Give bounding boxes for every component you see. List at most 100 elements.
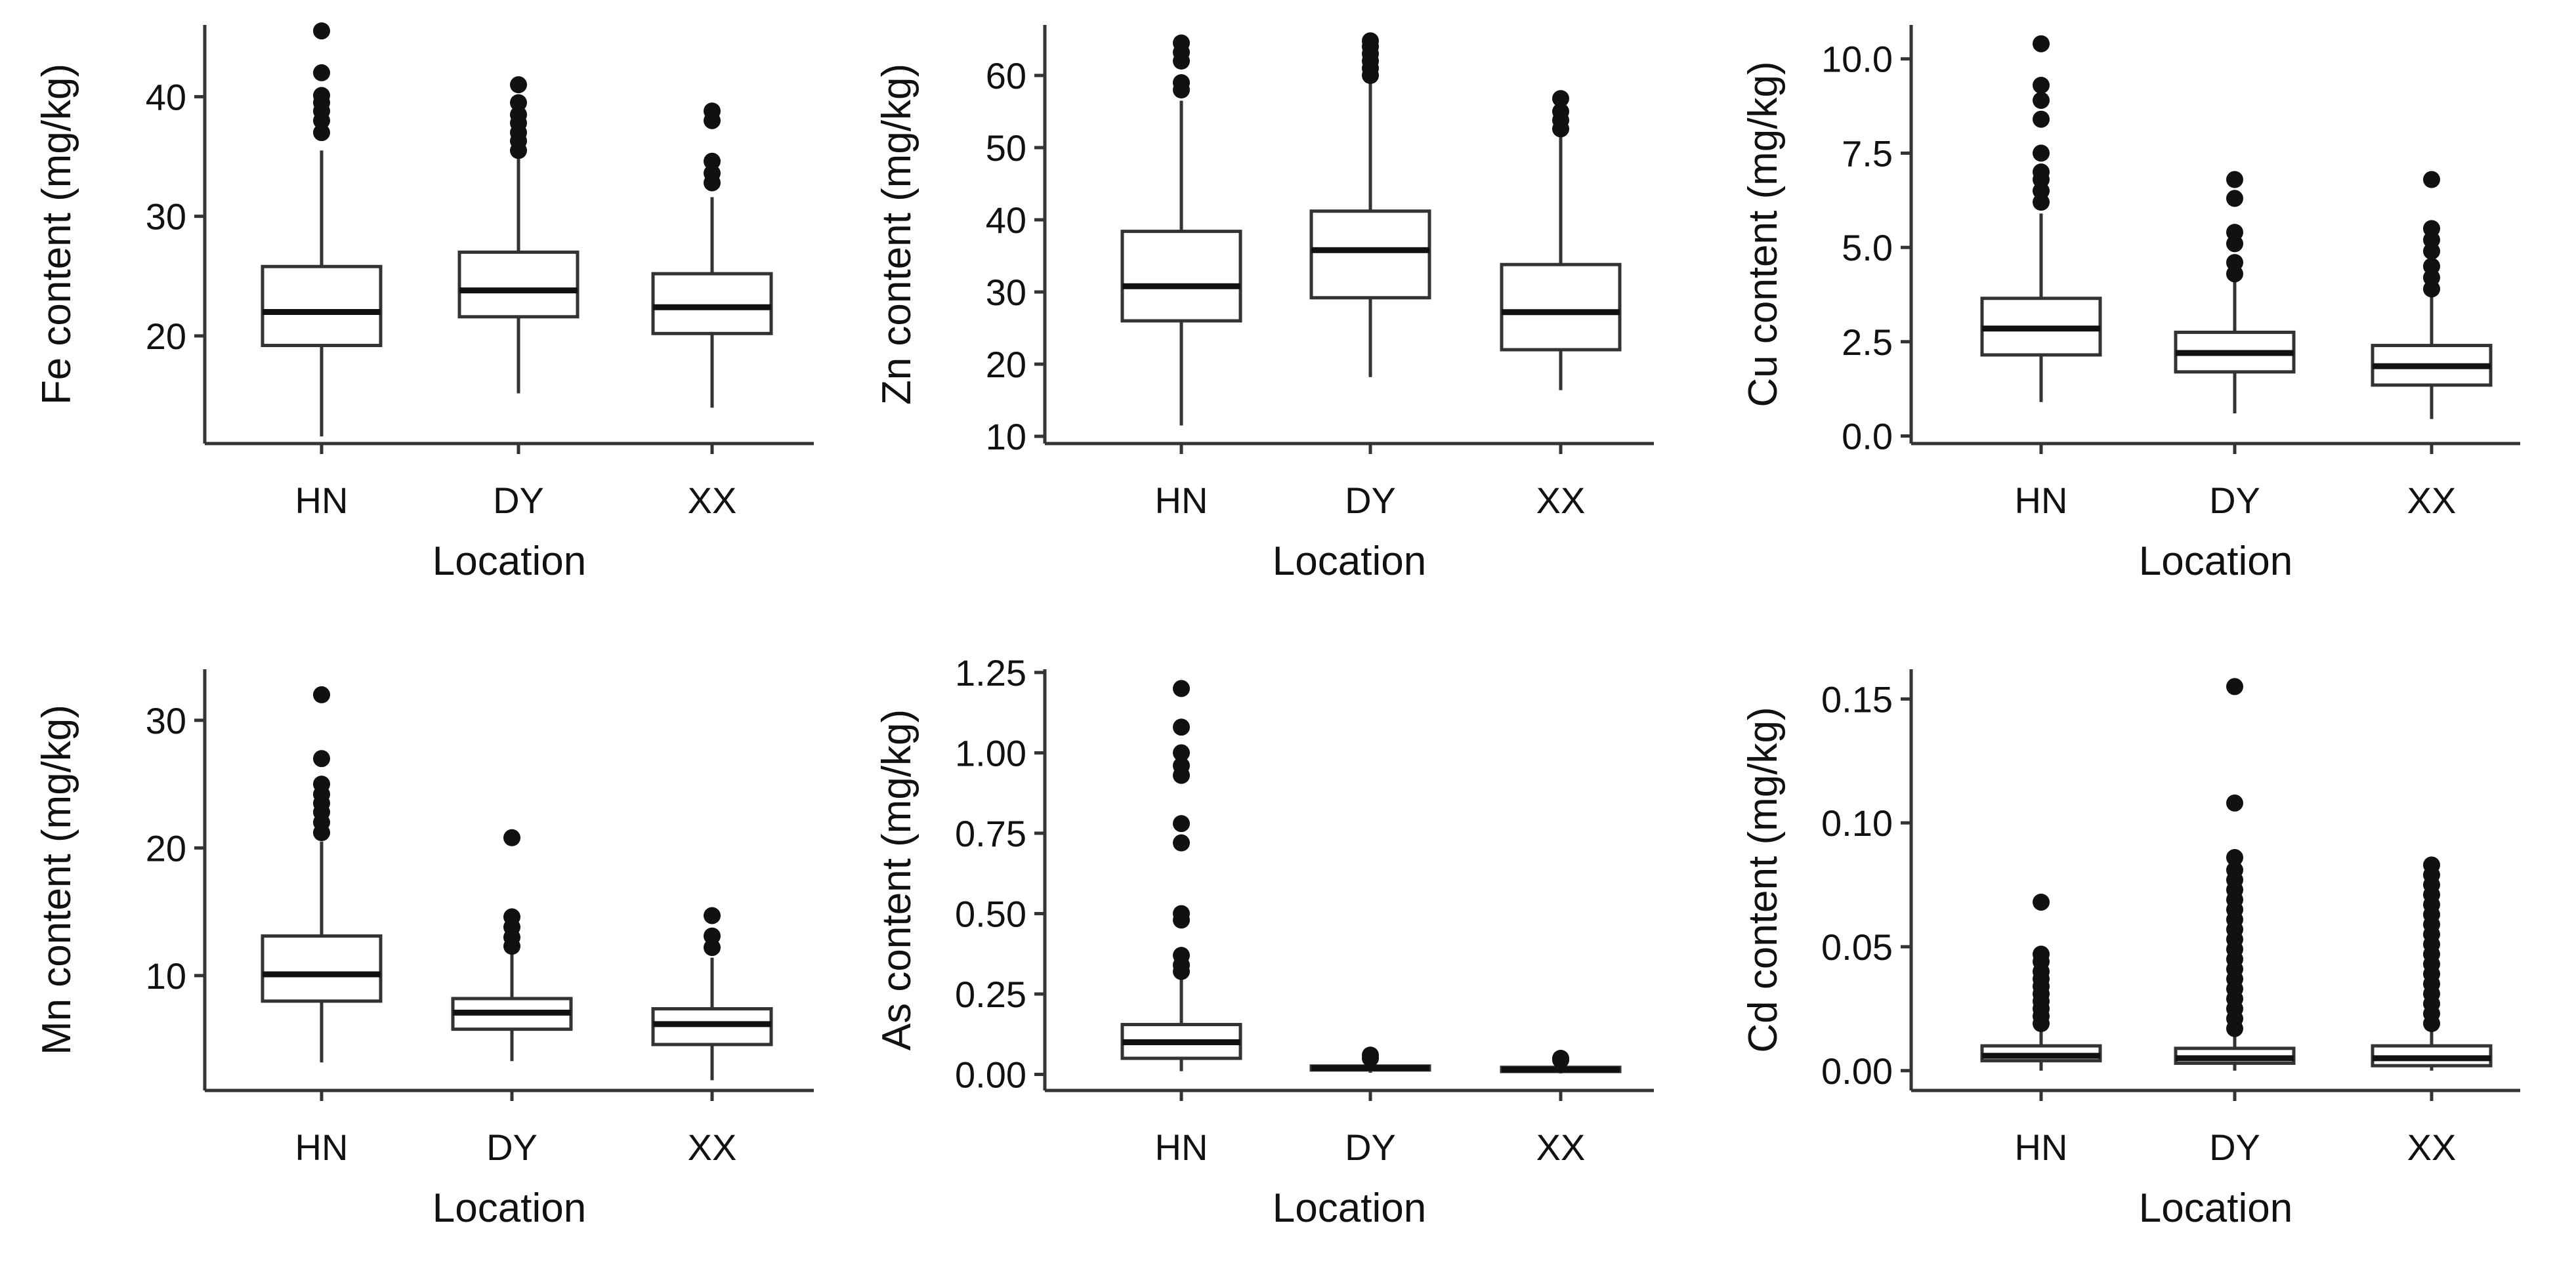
outlier-point: [2033, 110, 2050, 128]
y-axis-title: As content (mg/kg): [874, 709, 919, 1050]
outlier-point: [510, 94, 527, 112]
outlier-point: [1362, 32, 1379, 50]
outlier-point: [2226, 224, 2243, 241]
x-tick-label: DY: [2209, 480, 2260, 521]
y-tick-label: 0.25: [955, 974, 1026, 1015]
outlier-point: [1173, 74, 1190, 91]
outlier-point: [313, 87, 330, 104]
y-tick-label: 0.75: [955, 813, 1026, 854]
x-tick-label: DY: [1345, 480, 1396, 521]
box-dy: [2174, 171, 2296, 414]
y-tick-label: 7.5: [1842, 133, 1893, 174]
outlier-point: [503, 908, 520, 926]
outlier-point: [313, 22, 330, 40]
x-tick-label: HN: [1155, 480, 1208, 521]
outlier-point: [704, 165, 721, 182]
outlier-point: [2033, 893, 2050, 911]
y-tick-label: 0.50: [955, 893, 1026, 934]
iqr-box: [261, 264, 383, 348]
y-axis-title: Fe content (mg/kg): [34, 64, 79, 405]
box-xx: [651, 102, 773, 408]
y-tick-label: 1.25: [955, 652, 1026, 694]
outlier-point: [2226, 171, 2243, 188]
outlier-point: [313, 686, 330, 703]
chart-panel: 0.00 0.05 0.10 0.15 HN DY XX Location Cd content…: [1741, 669, 2520, 1231]
y-tick-label: 10: [146, 955, 186, 997]
outlier-point: [704, 907, 721, 924]
x-axis-title: Location: [433, 1186, 586, 1231]
outlier-point: [2033, 35, 2050, 52]
outlier-point: [313, 776, 330, 793]
y-tick-label: 0.15: [1821, 678, 1893, 720]
y-tick-label: 30: [146, 196, 186, 238]
x-tick-label: DY: [493, 480, 544, 521]
chart-panel: 10 20 30 HN DY XX Location Mn content (mg/kg): [34, 669, 814, 1231]
outlier-point: [313, 124, 330, 142]
outlier-point: [1173, 680, 1190, 697]
iqr-box: [1120, 230, 1242, 323]
outlier-point: [1552, 1049, 1569, 1067]
y-tick-label: 0.0: [1842, 416, 1893, 457]
box-xx: [2371, 171, 2493, 419]
y-tick-label: 20: [986, 344, 1026, 385]
y-tick-label: 30: [146, 700, 186, 741]
box-dy: [1309, 32, 1431, 377]
box-dy: [457, 76, 580, 394]
box-dy: [2174, 678, 2296, 1071]
y-tick-label: 2.5: [1842, 321, 1893, 363]
y-tick-label: 0.00: [1821, 1050, 1893, 1092]
box-xx: [1500, 90, 1622, 390]
box-xx: [2371, 856, 2493, 1071]
chart-panel: 20 30 40 HN DY XX Location Fe content (mg/kg): [34, 22, 814, 584]
y-tick-label: 40: [986, 199, 1026, 241]
y-tick-label: 0.05: [1821, 926, 1893, 968]
y-axis-title: Cu content (mg/kg): [1741, 61, 1786, 407]
outlier-point: [2226, 678, 2243, 695]
outlier-point: [2033, 91, 2050, 109]
y-tick-label: 5.0: [1842, 227, 1893, 268]
x-tick-label: XX: [2407, 1127, 2457, 1168]
box-hn: [1120, 34, 1242, 426]
x-tick-label: XX: [688, 480, 737, 521]
box-xx: [1500, 1049, 1622, 1074]
outlier-point: [1173, 905, 1190, 923]
outlier-point: [1173, 718, 1190, 736]
x-tick-label: XX: [1536, 480, 1586, 521]
outlier-point: [2033, 945, 2050, 963]
x-axis-title: Location: [1273, 539, 1426, 584]
iqr-box: [261, 934, 383, 1003]
outlier-point: [1552, 103, 1569, 120]
outlier-point: [1173, 34, 1190, 52]
x-tick-label: HN: [295, 480, 348, 521]
x-tick-label: DY: [1345, 1127, 1396, 1168]
outlier-point: [2226, 794, 2243, 812]
x-tick-label: HN: [2015, 480, 2068, 521]
x-axis-title: Location: [433, 539, 586, 584]
y-tick-label: 1.00: [955, 732, 1026, 774]
outlier-point: [2423, 220, 2440, 238]
x-tick-label: XX: [1536, 1127, 1586, 1168]
outlier-point: [2033, 144, 2050, 162]
outlier-point: [510, 106, 527, 123]
outlier-point: [1173, 744, 1190, 762]
outlier-point: [503, 829, 520, 846]
x-tick-label: HN: [2015, 1127, 2068, 1168]
y-tick-label: 50: [986, 127, 1026, 169]
x-axis-title: Location: [2139, 539, 2292, 584]
outlier-point: [1173, 757, 1190, 775]
iqr-box: [1500, 262, 1622, 352]
box-dy: [1309, 1047, 1431, 1073]
iqr-box: [651, 272, 773, 335]
x-tick-label: HN: [295, 1127, 348, 1168]
chart-panel: 10 20 30 40 50 60 HN DY XX Location Zn content (mg…: [874, 25, 1654, 584]
y-tick-label: 10.0: [1821, 39, 1893, 80]
outlier-point: [704, 152, 721, 170]
x-tick-label: DY: [2209, 1127, 2260, 1168]
y-axis-title: Mn content (mg/kg): [34, 705, 79, 1055]
outlier-point: [313, 64, 330, 81]
outlier-point: [704, 927, 721, 945]
y-tick-label: 30: [986, 272, 1026, 313]
outlier-point: [2226, 849, 2243, 867]
box-xx: [651, 907, 773, 1081]
